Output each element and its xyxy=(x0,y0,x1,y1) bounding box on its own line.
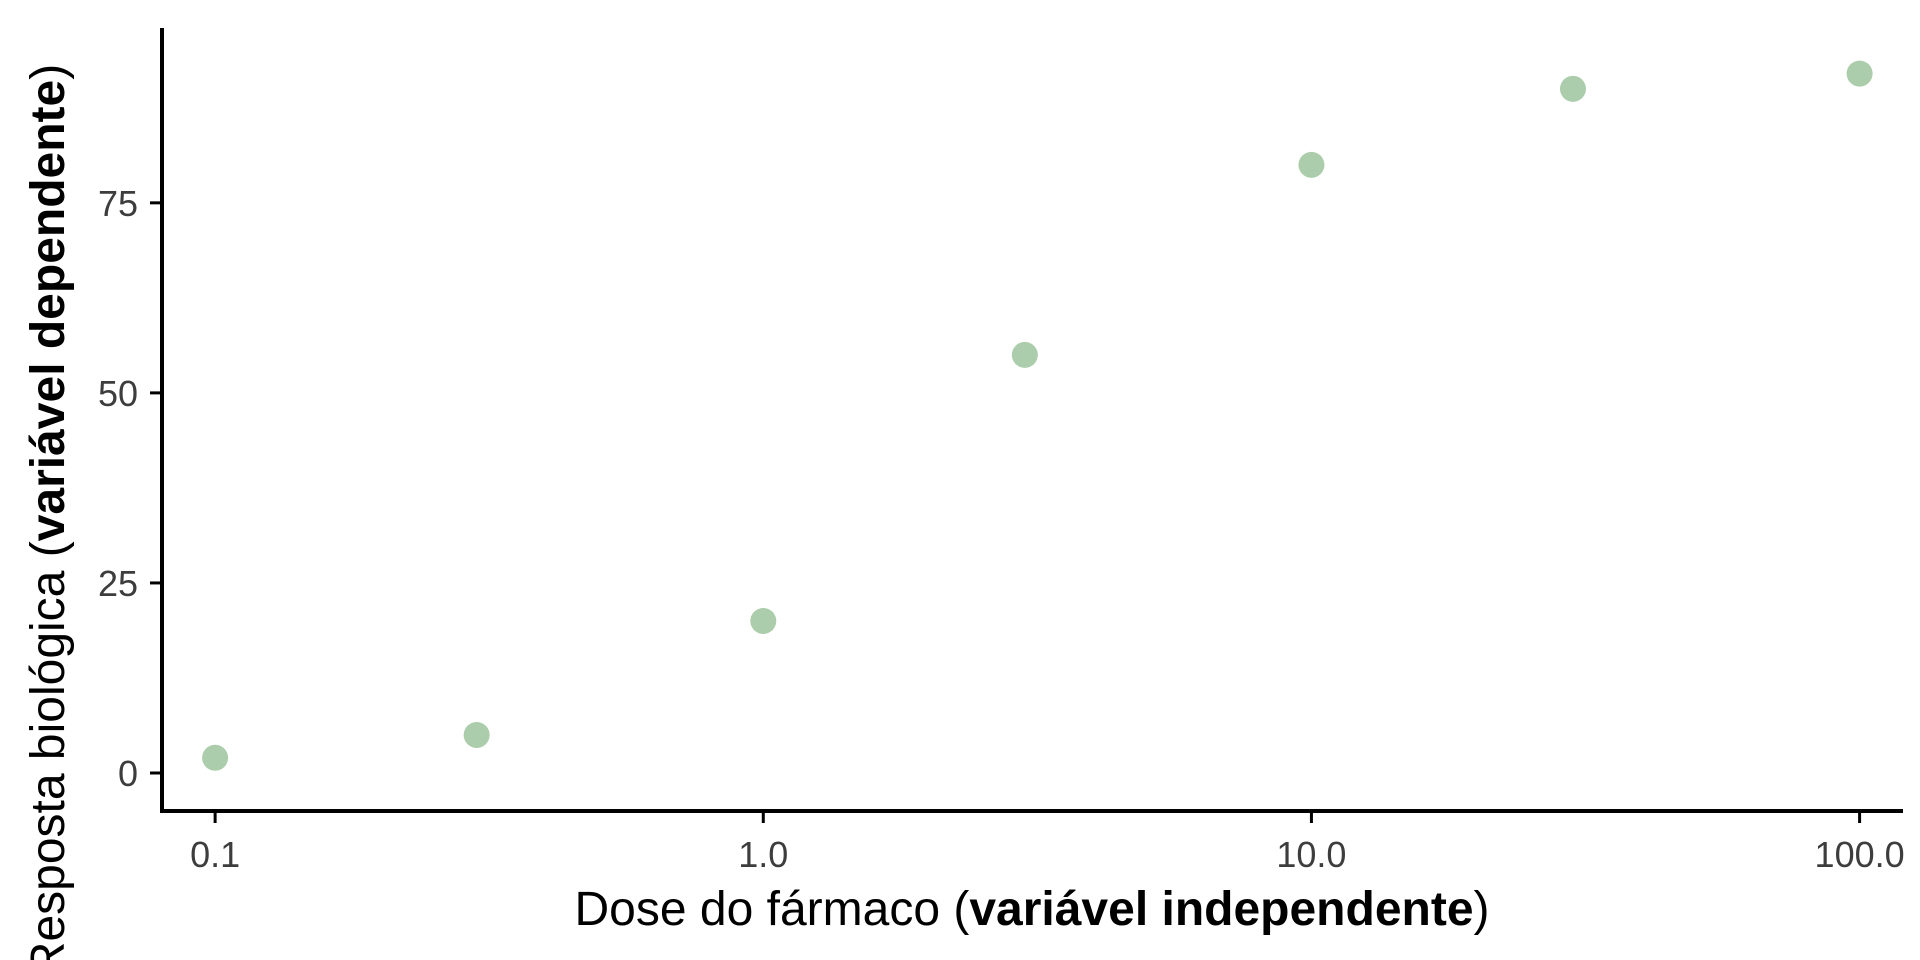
y-tick-label: 50 xyxy=(98,373,138,414)
y-tick-label: 75 xyxy=(98,183,138,224)
y-axis-title: Resposta biológica (variável dependente) xyxy=(22,64,75,960)
y-tick-label: 0 xyxy=(118,753,138,794)
x-tick-label: 0.1 xyxy=(190,834,240,875)
data-point xyxy=(1846,60,1873,87)
data-point xyxy=(1559,75,1586,102)
data-point xyxy=(750,607,777,634)
y-tick-label: 25 xyxy=(98,563,138,604)
x-tick-label: 10.0 xyxy=(1276,834,1346,875)
data-point xyxy=(1011,341,1038,368)
x-tick-label: 100.0 xyxy=(1815,834,1905,875)
ticks: 0.1 1.0 10.0 100.0 0 25 50 75 xyxy=(98,183,1905,875)
data-point xyxy=(1298,151,1325,178)
data-point xyxy=(202,744,229,771)
x-axis-title: Dose do fármaco (variável independente) xyxy=(575,883,1490,936)
data-point xyxy=(463,721,490,748)
data-points xyxy=(202,60,1873,771)
x-tick-label: 1.0 xyxy=(738,834,788,875)
axes xyxy=(160,28,1903,813)
